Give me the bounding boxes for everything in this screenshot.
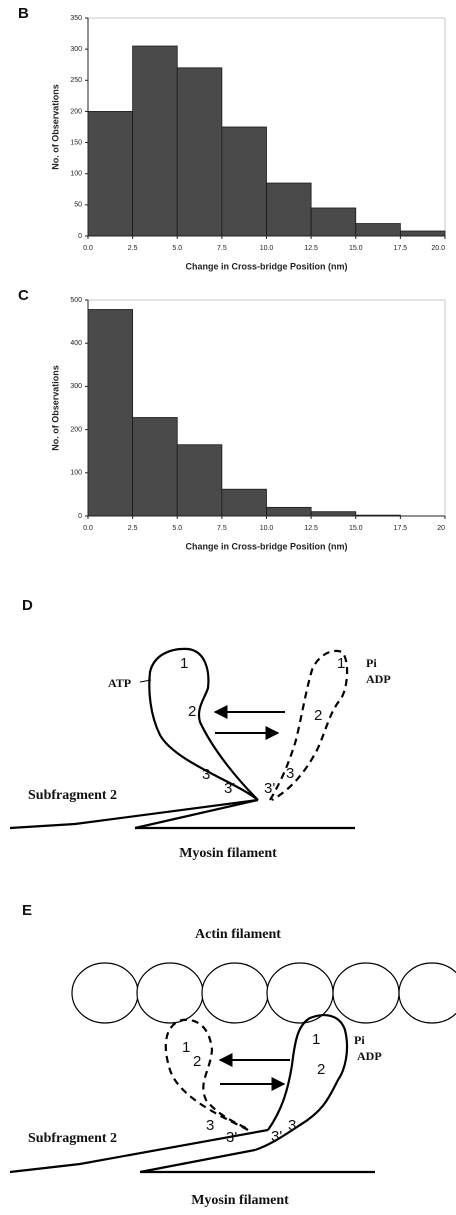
y-tick-label: 200 (70, 108, 82, 115)
bar (311, 512, 356, 516)
y-tick-label: 300 (70, 383, 82, 390)
x-tick-label: 10.0 (260, 525, 274, 532)
label: Subfragment 2 (28, 1131, 117, 1146)
panel-label: B (18, 5, 29, 22)
label: 2 (314, 707, 322, 724)
x-tick-label: 20 (437, 525, 445, 532)
x-tick-label: 0.0 (83, 245, 93, 252)
label: 3' (224, 780, 235, 797)
label: Actin filament (195, 927, 281, 942)
label: Pi (354, 1033, 365, 1047)
bar (311, 208, 356, 236)
x-tick-label: 10.0 (260, 245, 274, 252)
label: 1 (312, 1031, 320, 1048)
y-tick-label: 150 (70, 139, 82, 146)
label: ADP (357, 1049, 382, 1063)
subfragment (10, 800, 258, 828)
x-tick-label: 5.0 (172, 245, 182, 252)
label: Myosin filament (179, 846, 277, 861)
y-tick-label: 300 (70, 46, 82, 53)
label: Myosin filament (191, 1193, 289, 1208)
label: 3' (264, 780, 275, 797)
diagram-e: E Actin filament 1 2 3 3' 1 2 3' 3 Pi AD… (10, 902, 456, 1208)
x-tick-label: 17.5 (394, 525, 408, 532)
label: Pi (366, 656, 377, 670)
bar (88, 310, 133, 516)
label: 1 (182, 1039, 190, 1056)
y-tick-label: 400 (70, 340, 82, 347)
x-tick-label: 20.0 (431, 245, 445, 252)
label: ADP (366, 672, 391, 686)
label: 1 (180, 655, 188, 672)
y-tick-label: 50 (74, 202, 82, 209)
label: 3 (286, 765, 294, 782)
label: ATP (108, 676, 131, 690)
panel-label: C (18, 287, 29, 304)
label: 3 (288, 1117, 296, 1134)
bar (177, 68, 222, 236)
x-tick-label: 5.0 (172, 525, 182, 532)
y-tick-label: 200 (70, 426, 82, 433)
bar (400, 231, 445, 236)
label: Subfragment 2 (28, 788, 117, 803)
bar (133, 418, 178, 516)
x-axis-label: Change in Cross-bridge Position (nm) (185, 261, 347, 271)
x-tick-label: 0.0 (83, 525, 93, 532)
y-tick-label: 0 (78, 233, 82, 240)
bar (222, 489, 267, 516)
y-axis-label: No. of Observations (50, 84, 60, 170)
x-tick-label: 7.5 (217, 525, 227, 532)
x-tick-label: 17.5 (394, 245, 408, 252)
x-tick-label: 15.0 (349, 525, 363, 532)
y-tick-label: 100 (70, 470, 82, 477)
label: 2 (317, 1061, 325, 1078)
y-tick-label: 0 (78, 513, 82, 520)
y-tick-label: 500 (70, 297, 82, 304)
x-axis-label: Change in Cross-bridge Position (nm) (185, 541, 347, 551)
y-axis-label: No. of Observations (50, 365, 60, 451)
bar (267, 507, 312, 516)
x-tick-label: 12.5 (304, 525, 318, 532)
label: 3 (202, 766, 210, 783)
x-tick-label: 15.0 (349, 245, 363, 252)
panel-label: E (22, 902, 32, 919)
x-tick-label: 2.5 (128, 245, 138, 252)
bar (133, 46, 178, 236)
y-tick-label: 250 (70, 77, 82, 84)
bar (177, 445, 222, 516)
label: 3 (206, 1117, 214, 1134)
panel-label: D (22, 597, 33, 614)
bar (222, 127, 267, 236)
x-tick-label: 7.5 (217, 245, 227, 252)
label: 3' (226, 1129, 237, 1146)
label: 2 (188, 703, 196, 720)
y-tick-label: 350 (70, 15, 82, 22)
x-tick-label: 12.5 (304, 245, 318, 252)
figure: D ATP 1 2 3 3' 1 2 3' 3 Pi ADP Subfragme… (0, 0, 456, 1215)
bar (88, 111, 133, 236)
myosin-head-dashed (166, 1020, 250, 1130)
bar (267, 183, 312, 236)
myosin-head-dashed (270, 651, 347, 800)
label: 3' (271, 1128, 282, 1145)
diagram-d: D ATP 1 2 3 3' 1 2 3' 3 Pi ADP Subfragme… (10, 597, 391, 861)
actin (72, 963, 456, 1023)
y-tick-label: 100 (70, 171, 82, 178)
x-tick-label: 2.5 (128, 525, 138, 532)
label: 1 (337, 655, 345, 672)
myosin-head (255, 1015, 347, 1150)
label: 2 (193, 1053, 201, 1070)
bar (356, 224, 401, 236)
